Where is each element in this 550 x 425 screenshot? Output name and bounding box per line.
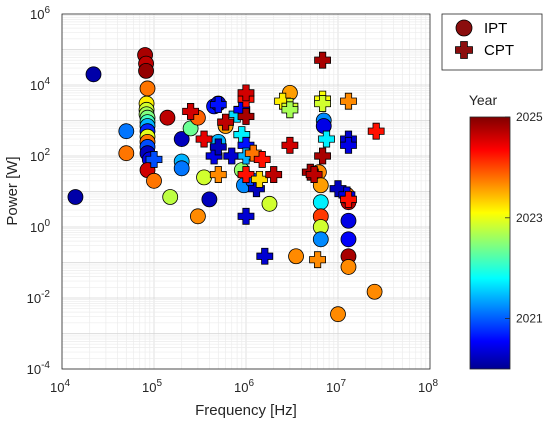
plot-border <box>61 13 431 370</box>
colorbar-title: Year <box>469 92 498 108</box>
plot-area <box>61 13 431 370</box>
y-tick-label: 102 <box>30 147 50 164</box>
ipt-point <box>340 212 357 229</box>
cpt-point <box>237 108 255 125</box>
y-tick-label: 10-2 <box>27 289 51 306</box>
x-tick-label: 107 <box>326 378 346 395</box>
legend-cpt-marker <box>455 41 473 59</box>
ipt-point <box>366 283 383 300</box>
ipt-point <box>173 131 190 147</box>
ipt-point <box>162 189 179 205</box>
ipt-point <box>138 62 154 79</box>
cpt-point <box>305 166 323 183</box>
cpt-point <box>309 251 326 269</box>
cpt-point <box>340 136 357 154</box>
x-axis-label: Frequency [Hz] <box>195 402 297 419</box>
colorbar-tick-label: 2025 <box>516 110 543 124</box>
y-tick-label: 104 <box>30 76 50 93</box>
cpt-point <box>281 136 299 154</box>
colorbar-gradient <box>469 116 511 370</box>
y-axis-label: Power [W] <box>4 156 21 225</box>
cpt-point <box>217 113 234 131</box>
ipt-point <box>330 306 346 323</box>
ipt-point <box>189 208 206 225</box>
cpt-point <box>314 95 331 112</box>
cpt-point <box>209 166 227 183</box>
cpt-point <box>318 130 335 148</box>
legend-label: IPT <box>484 20 507 37</box>
cpt-point <box>314 51 331 69</box>
ipt-point <box>118 123 135 140</box>
ipt-point <box>196 169 212 186</box>
cpt-point <box>195 130 213 148</box>
y-tick-label: 106 <box>30 5 50 22</box>
legend-entries: IPT CPT <box>455 19 514 59</box>
ipt-point <box>201 191 218 208</box>
cpt-point <box>209 138 227 156</box>
ipt-point <box>288 248 304 265</box>
ipt-point <box>159 109 176 126</box>
colorbar-tick-label: 2021 <box>516 312 543 326</box>
ipt-point <box>67 189 84 205</box>
cpt-point <box>281 101 299 119</box>
ipt-point <box>340 259 357 275</box>
ipt-point <box>139 80 156 97</box>
cpt-point <box>145 151 163 168</box>
y-tick-label: 10-4 <box>27 360 51 377</box>
cpt-point <box>182 103 200 120</box>
y-tick-labels: 10-4 10-2 100 102 104 106 <box>27 5 51 377</box>
ipt-point <box>146 172 162 189</box>
grid <box>61 14 430 370</box>
ipt-point <box>173 160 190 177</box>
cpt-point <box>237 84 255 102</box>
ipt-point <box>312 194 329 211</box>
cpt-point <box>253 151 271 168</box>
cpt-point <box>265 166 283 183</box>
x-tick-label: 105 <box>142 378 162 395</box>
legend: IPT CPT <box>441 13 543 71</box>
legend-ipt-marker <box>455 19 473 37</box>
cpt-point <box>340 92 357 110</box>
x-tick-label: 104 <box>50 378 70 395</box>
cpt-point <box>237 207 255 225</box>
cpt-point <box>251 170 268 188</box>
cpt-point <box>340 190 357 208</box>
data-markers <box>67 47 385 323</box>
cpt-point <box>209 96 227 114</box>
cpt-point <box>237 166 255 183</box>
x-tick-label: 108 <box>418 378 438 395</box>
ipt-point <box>118 145 135 162</box>
ipt-point <box>261 195 278 212</box>
ipt-point <box>340 231 357 248</box>
legend-label: CPT <box>484 42 514 59</box>
cpt-point <box>256 247 274 265</box>
cpt-point <box>314 147 331 165</box>
cpt-point <box>367 122 385 140</box>
colorbar-tick-label: 2023 <box>516 211 543 225</box>
y-tick-label: 100 <box>30 218 50 235</box>
ipt-point <box>312 231 329 248</box>
colorbar: Year 2021 2023 2025 <box>469 92 543 370</box>
cpt-point <box>223 147 241 165</box>
x-tick-labels: 104 105 106 107 108 <box>50 378 438 395</box>
colorbar-ticks: 2021 2023 2025 <box>505 110 543 326</box>
ipt-point <box>85 66 102 83</box>
x-tick-label: 106 <box>234 378 254 395</box>
